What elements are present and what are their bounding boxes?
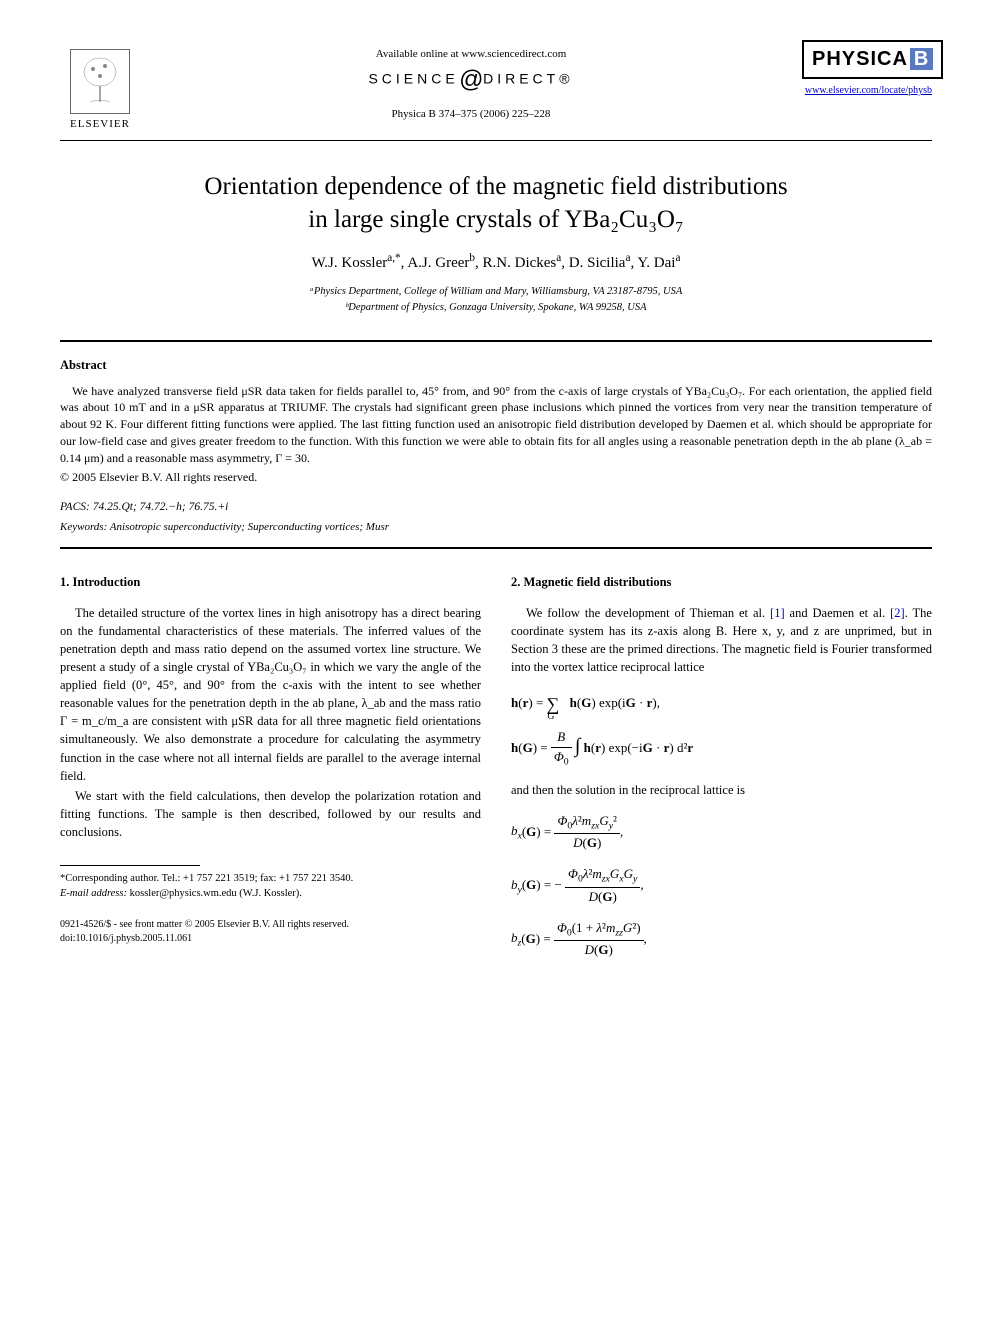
equation-3b: by(G) = − Φ0λ²mzxGxGyD(G),	[511, 865, 932, 907]
keywords: Keywords: Anisotropic superconductivity;…	[60, 521, 932, 533]
title-line-1: Orientation dependence of the magnetic f…	[204, 173, 787, 200]
pacs-codes: PACS: 74.25.Qt; 74.72.−h; 76.75.+i	[60, 501, 932, 513]
abstract-copyright: © 2005 Elsevier B.V. All rights reserved…	[60, 470, 932, 485]
footnote-separator	[60, 865, 200, 866]
journal-reference: Physica B 374–375 (2006) 225–228	[140, 108, 802, 120]
divider-top	[60, 140, 932, 141]
left-column: 1. Introduction The detailed structure o…	[60, 573, 481, 972]
physica-letter: B	[910, 48, 933, 70]
section-1-para-1: The detailed structure of the vortex lin…	[60, 604, 481, 785]
email-label: E-mail address:	[60, 888, 127, 899]
divider-before-abstract	[60, 340, 932, 342]
article-title: Orientation dependence of the magnetic f…	[60, 171, 932, 236]
affiliation-b: ᵇDepartment of Physics, Gonzaga Universi…	[60, 300, 932, 316]
physica-label: PHYSICA	[812, 48, 908, 70]
physica-logo-block: PHYSICAB www.elsevier.com/locate/physb	[802, 40, 932, 96]
elsevier-tree-icon	[70, 49, 130, 114]
equation-2: h(G) = BΦ0 ∫ h(r) exp(−iG · r) d²r	[511, 728, 932, 770]
doi-line: doi:10.1016/j.physb.2005.11.061	[60, 932, 481, 946]
elsevier-logo: ELSEVIER	[60, 40, 140, 130]
sciencedirect-logo: SCIENCE@DIRECT®	[140, 66, 802, 94]
section-1-heading: 1. Introduction	[60, 573, 481, 591]
sciencedirect-right: DIRECT®	[483, 71, 573, 87]
equation-3a: bx(G) = Φ0λ²mzxGy²D(G),	[511, 812, 932, 854]
abstract-section: Abstract We have analyzed transverse fie…	[60, 358, 932, 486]
page-header: ELSEVIER Available online at www.science…	[60, 40, 932, 130]
available-online-text: Available online at www.sciencedirect.co…	[140, 48, 802, 60]
equation-3c: bz(G) = Φ0(1 + λ²mzzG²)D(G),	[511, 919, 932, 961]
sciencedirect-at-icon: @	[459, 66, 483, 93]
section-1-para-2: We start with the field calculations, th…	[60, 787, 481, 841]
email-line: E-mail address: kossler@physics.wm.edu (…	[60, 887, 481, 902]
section-2-heading: 2. Magnetic field distributions	[511, 573, 932, 591]
sciencedirect-left: SCIENCE	[368, 71, 458, 87]
center-header: Available online at www.sciencedirect.co…	[140, 40, 802, 120]
abstract-text: We have analyzed transverse field μSR da…	[60, 383, 932, 467]
elsevier-label: ELSEVIER	[70, 118, 130, 130]
issn-line: 0921-4526/$ - see front matter © 2005 El…	[60, 918, 481, 932]
affiliation-a: ᵃPhysics Department, College of William …	[60, 284, 932, 300]
affiliations: ᵃPhysics Department, College of William …	[60, 284, 932, 316]
abstract-heading: Abstract	[60, 358, 932, 373]
divider-after-abstract	[60, 547, 932, 549]
section-2-para-2: and then the solution in the reciprocal …	[511, 781, 932, 799]
email-address: kossler@physics.wm.edu (W.J. Kossler).	[130, 888, 302, 899]
section-2-para-1: We follow the development of Thieman et …	[511, 604, 932, 677]
right-column: 2. Magnetic field distributions We follo…	[511, 573, 932, 972]
s2p1-mid: and Daemen et al.	[785, 606, 891, 620]
authors-list: W.J. Kosslera,*, A.J. Greerb, R.N. Dicke…	[60, 252, 932, 272]
equation-1: h(r) = ∑G h(G) exp(iG · r),	[511, 688, 932, 716]
title-line-2: in large single crystals of YBa₂Cu₃O₇	[308, 206, 683, 233]
corresponding-author-footnote: *Corresponding author. Tel.: +1 757 221 …	[60, 872, 481, 901]
ref-1-link[interactable]: [1]	[770, 606, 785, 620]
ref-2-link[interactable]: [2]	[890, 606, 905, 620]
corresponding-line: *Corresponding author. Tel.: +1 757 221 …	[60, 872, 481, 887]
page-footer: 0921-4526/$ - see front matter © 2005 El…	[60, 918, 481, 946]
two-column-body: 1. Introduction The detailed structure o…	[60, 573, 932, 972]
s2p1-pre: We follow the development of Thieman et …	[526, 606, 770, 620]
journal-url-link[interactable]: www.elsevier.com/locate/physb	[802, 85, 932, 96]
physica-box: PHYSICAB	[802, 40, 943, 79]
